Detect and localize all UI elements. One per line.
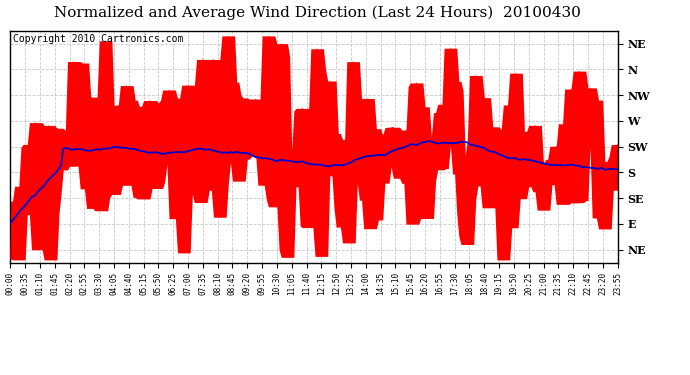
Text: Copyright 2010 Cartronics.com: Copyright 2010 Cartronics.com [13, 34, 184, 44]
Text: Normalized and Average Wind Direction (Last 24 Hours)  20100430: Normalized and Average Wind Direction (L… [54, 6, 581, 20]
